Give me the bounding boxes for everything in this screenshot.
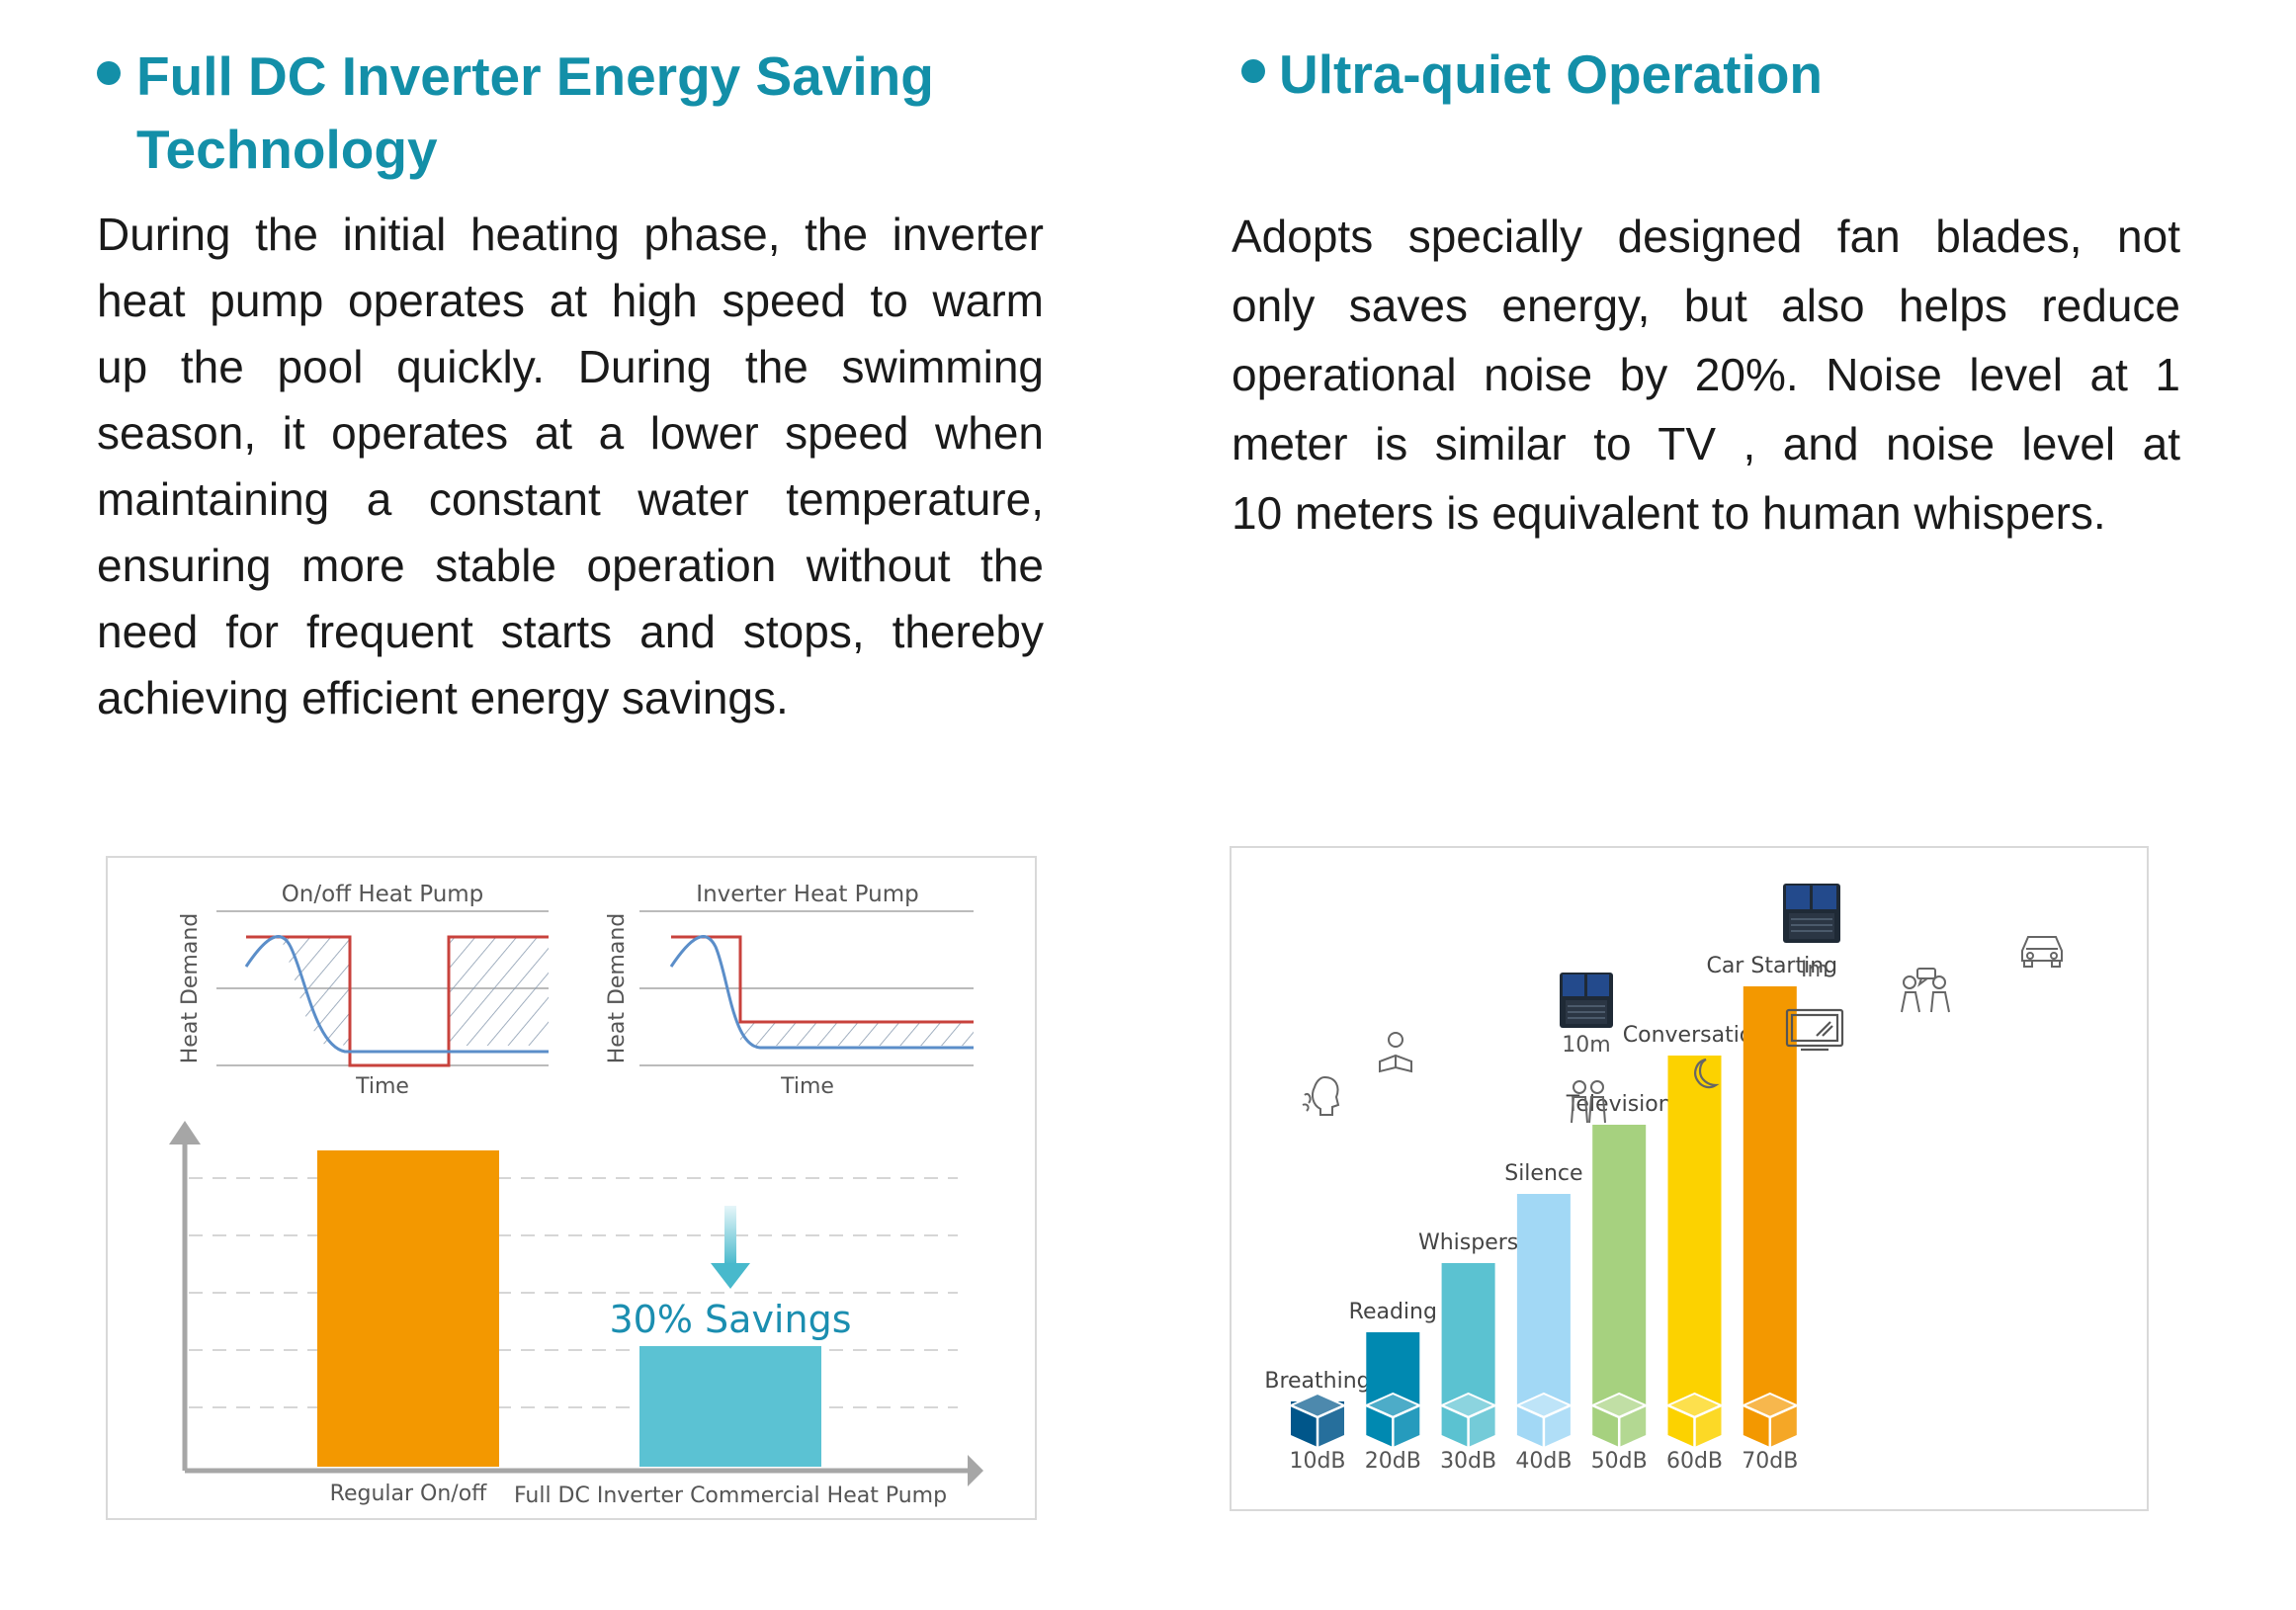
- noise-bar-label: Television: [1566, 1092, 1672, 1117]
- savings-arrow-shaft: [724, 1206, 736, 1265]
- onoff-hatch-area: [281, 937, 350, 1046]
- paragraph-line: meter is similar to TV , and noise level…: [1232, 418, 2180, 469]
- noise-bar: [1667, 1056, 1722, 1405]
- noise-bar-base-left: [1516, 1405, 1544, 1447]
- paragraph-line: maintaining a constant water temperature…: [97, 473, 1044, 525]
- noise-bar-base-right: [1694, 1405, 1722, 1447]
- paragraph-line: During the initial heating phase, the in…: [97, 209, 1044, 260]
- noise-bar: [1592, 1125, 1647, 1405]
- noise-bar-base-right: [1619, 1405, 1647, 1447]
- noise-tick-label: 50dB: [1591, 1449, 1648, 1474]
- onoff-hatch-area: [449, 937, 549, 1046]
- noise-bar-base-right: [1769, 1405, 1797, 1447]
- savings-gridlines: [189, 1177, 958, 1408]
- onoff-title: On/off Heat Pump: [282, 882, 484, 907]
- noise-bar-base-left: [1743, 1405, 1770, 1447]
- noise-tick-label: 70dB: [1742, 1449, 1798, 1474]
- onoff-x-label: Time: [355, 1074, 409, 1099]
- inverter-bar-label: Full DC Inverter Commercial Heat Pump: [514, 1483, 947, 1508]
- paragraph-line: 10 meters is equivalent to human whisper…: [1232, 487, 2106, 539]
- noise-tick-label: 10dB: [1289, 1449, 1345, 1474]
- noise-bar-base-left: [1366, 1405, 1394, 1447]
- energy-saving-heading-line2: Technology: [136, 119, 438, 180]
- paragraph-line: ensuring more stable operation without t…: [97, 540, 1044, 591]
- noise-tick-label: 40dB: [1515, 1449, 1572, 1474]
- noise-bar: [1743, 986, 1797, 1405]
- onoff-y-label: Heat Demand: [178, 913, 203, 1063]
- one-meter-label: Im: [1801, 958, 1828, 982]
- car-icon: [2021, 936, 2063, 968]
- noise-bar-label: Whispers: [1418, 1230, 1518, 1255]
- breathing-icon: [1302, 1075, 1340, 1116]
- ten-meter-label: 10m: [1562, 1033, 1610, 1058]
- inverter-hatch-area: [740, 1022, 974, 1046]
- noise-bar-label: Reading: [1349, 1300, 1437, 1324]
- x-axis-arrow: [968, 1455, 983, 1486]
- energy-saving-heading: Full DC Inverter Energy Saving Technolog…: [136, 40, 1125, 186]
- paragraph-line: season, it operates at a lower speed whe…: [97, 407, 1044, 459]
- moon-icon: [1694, 1058, 1720, 1089]
- noise-bar-base-right: [1318, 1405, 1344, 1447]
- energy-saving-paragraph: During the initial heating phase, the in…: [97, 202, 1044, 731]
- inverter-x-label: Time: [780, 1074, 834, 1099]
- paragraph-line: Adopts specially designed fan blades, no…: [1232, 211, 2180, 262]
- heat-pump-unit-10m: [1560, 973, 1613, 1028]
- noise-bar-base-left: [1592, 1405, 1620, 1447]
- paragraph-line: operational noise by 20%. Noise level at…: [1232, 349, 2180, 400]
- regular-bar-label: Regular On/off: [330, 1482, 488, 1506]
- inverter-bar: [639, 1346, 821, 1467]
- noise-level-panel: 10dB Breathing 20dB Reading 30dB Whispers 40dB…: [1230, 846, 2149, 1511]
- energy-savings-panel: On/off Heat Pump Heat Demand Time Invert…: [106, 856, 1037, 1520]
- noise-bar-base-left: [1291, 1405, 1318, 1447]
- onoff-setpoint-line: [246, 935, 549, 1067]
- noise-bar-base-right: [1393, 1405, 1420, 1447]
- heading-bullet: [1241, 59, 1265, 83]
- noise-bar-label: Conversation: [1623, 1023, 1766, 1048]
- paragraph-line: achieving efficient energy savings.: [97, 672, 789, 723]
- y-axis-arrow: [169, 1121, 201, 1144]
- noise-bar: [1516, 1194, 1571, 1405]
- noise-bar-base-right: [1468, 1405, 1495, 1447]
- noise-tick-label: 20dB: [1365, 1449, 1421, 1474]
- noise-bar-label: Breathing: [1264, 1369, 1370, 1394]
- savings-arrow-head: [711, 1263, 750, 1289]
- whispers-icon: [1571, 1080, 1606, 1124]
- paragraph-line: up the pool quickly. During the swimming: [97, 341, 1044, 392]
- heading-bullet: [97, 61, 121, 85]
- ultra-quiet-heading: Ultra-quiet Operation: [1279, 43, 1824, 105]
- paragraph-line: need for frequent starts and stops, ther…: [97, 606, 1044, 657]
- television-icon: [1785, 1008, 1844, 1052]
- ultra-quiet-paragraph: Adopts specially designed fan blades, no…: [1232, 202, 2180, 548]
- noise-bar-base-left: [1667, 1405, 1695, 1447]
- noise-bar-label: Car Starting: [1706, 954, 1837, 978]
- onoff-demand-curve: [244, 935, 549, 1054]
- conversation-icon: [1901, 968, 1950, 1013]
- noise-tick-label: 30dB: [1440, 1449, 1496, 1474]
- energy-saving-heading-line1: Full DC Inverter Energy Saving: [136, 45, 934, 107]
- paragraph-line: only saves energy, but also helps reduce: [1232, 280, 2180, 331]
- reading-icon: [1379, 1032, 1412, 1073]
- heat-pump-unit-1m: [1783, 884, 1840, 943]
- inverter-demand-curve: [669, 935, 974, 1050]
- noise-tick-label: 60dB: [1666, 1449, 1723, 1474]
- inverter-y-label: Heat Demand: [605, 913, 630, 1063]
- noise-bar-label: Silence: [1504, 1161, 1582, 1186]
- noise-bar-base-left: [1441, 1405, 1469, 1447]
- paragraph-line: heat pump operates at high speed to warm: [97, 275, 1044, 326]
- inverter-title: Inverter Heat Pump: [696, 882, 918, 907]
- noise-level-chart: 10dB Breathing 20dB Reading 30dB Whispers 40dB…: [1264, 884, 2063, 1474]
- noise-bar-base-right: [1543, 1405, 1571, 1447]
- energy-savings-diagram: On/off Heat Pump Heat Demand Time Invert…: [169, 882, 983, 1508]
- regular-onoff-bar: [317, 1150, 499, 1467]
- noise-bar: [1441, 1263, 1495, 1405]
- savings-label: 30% Savings: [610, 1298, 852, 1341]
